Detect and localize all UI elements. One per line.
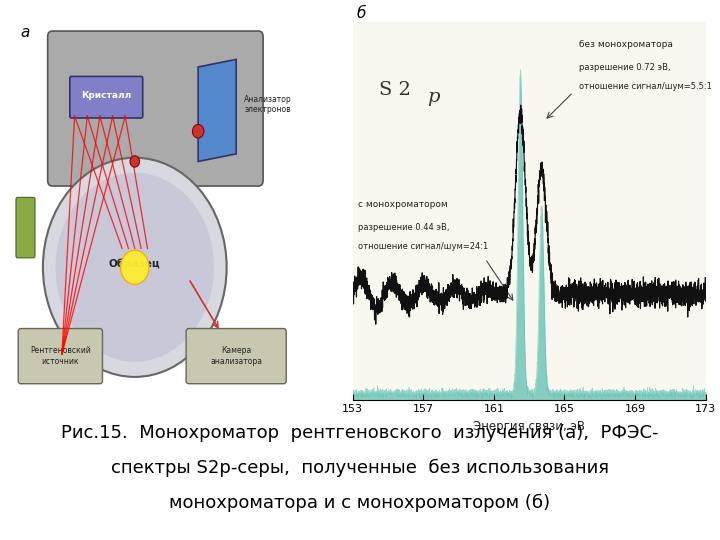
Circle shape bbox=[130, 156, 140, 167]
Text: Рис.15.  Монохроматор  рентгеновского  излучения (а),  РФЭС-: Рис.15. Монохроматор рентгеновского излу… bbox=[61, 424, 659, 442]
Circle shape bbox=[55, 173, 214, 362]
Text: разрешение 0.44 эВ,: разрешение 0.44 эВ, bbox=[358, 223, 449, 232]
Text: Образец: Образец bbox=[109, 258, 161, 269]
Text: Кристалл: Кристалл bbox=[81, 91, 131, 100]
Text: с монохроматором: с монохроматором bbox=[358, 200, 448, 210]
Text: Камера
анализатора: Камера анализатора bbox=[210, 347, 262, 366]
FancyBboxPatch shape bbox=[48, 31, 263, 186]
FancyBboxPatch shape bbox=[18, 328, 102, 384]
Circle shape bbox=[120, 250, 149, 284]
Polygon shape bbox=[198, 59, 236, 161]
Text: отношение сигнал/шум=24:1: отношение сигнал/шум=24:1 bbox=[358, 242, 488, 251]
Text: спектры S2p-серы,  полученные  без использования: спектры S2p-серы, полученные без использ… bbox=[111, 459, 609, 477]
FancyBboxPatch shape bbox=[70, 76, 143, 118]
Text: Рентгеновский
источник: Рентгеновский источник bbox=[30, 347, 91, 366]
X-axis label: Энергия связи, эВ: Энергия связи, эВ bbox=[473, 420, 585, 433]
Text: монохроматора и с монохроматором (б): монохроматора и с монохроматором (б) bbox=[169, 494, 551, 512]
Text: б: б bbox=[356, 6, 366, 21]
Text: разрешение 0.72 эВ,: разрешение 0.72 эВ, bbox=[579, 63, 670, 72]
Text: Анализатор
электронов: Анализатор электронов bbox=[244, 95, 292, 114]
Circle shape bbox=[43, 158, 227, 377]
Text: а: а bbox=[21, 25, 30, 40]
Text: отношение сигнал/шум=5.5:1: отношение сигнал/шум=5.5:1 bbox=[579, 82, 711, 91]
Circle shape bbox=[192, 124, 204, 138]
Text: без монохроматора: без монохроматора bbox=[579, 40, 672, 49]
FancyBboxPatch shape bbox=[186, 328, 287, 384]
Text: S 2: S 2 bbox=[379, 82, 411, 99]
Text: p: p bbox=[427, 87, 439, 106]
FancyBboxPatch shape bbox=[16, 197, 35, 258]
